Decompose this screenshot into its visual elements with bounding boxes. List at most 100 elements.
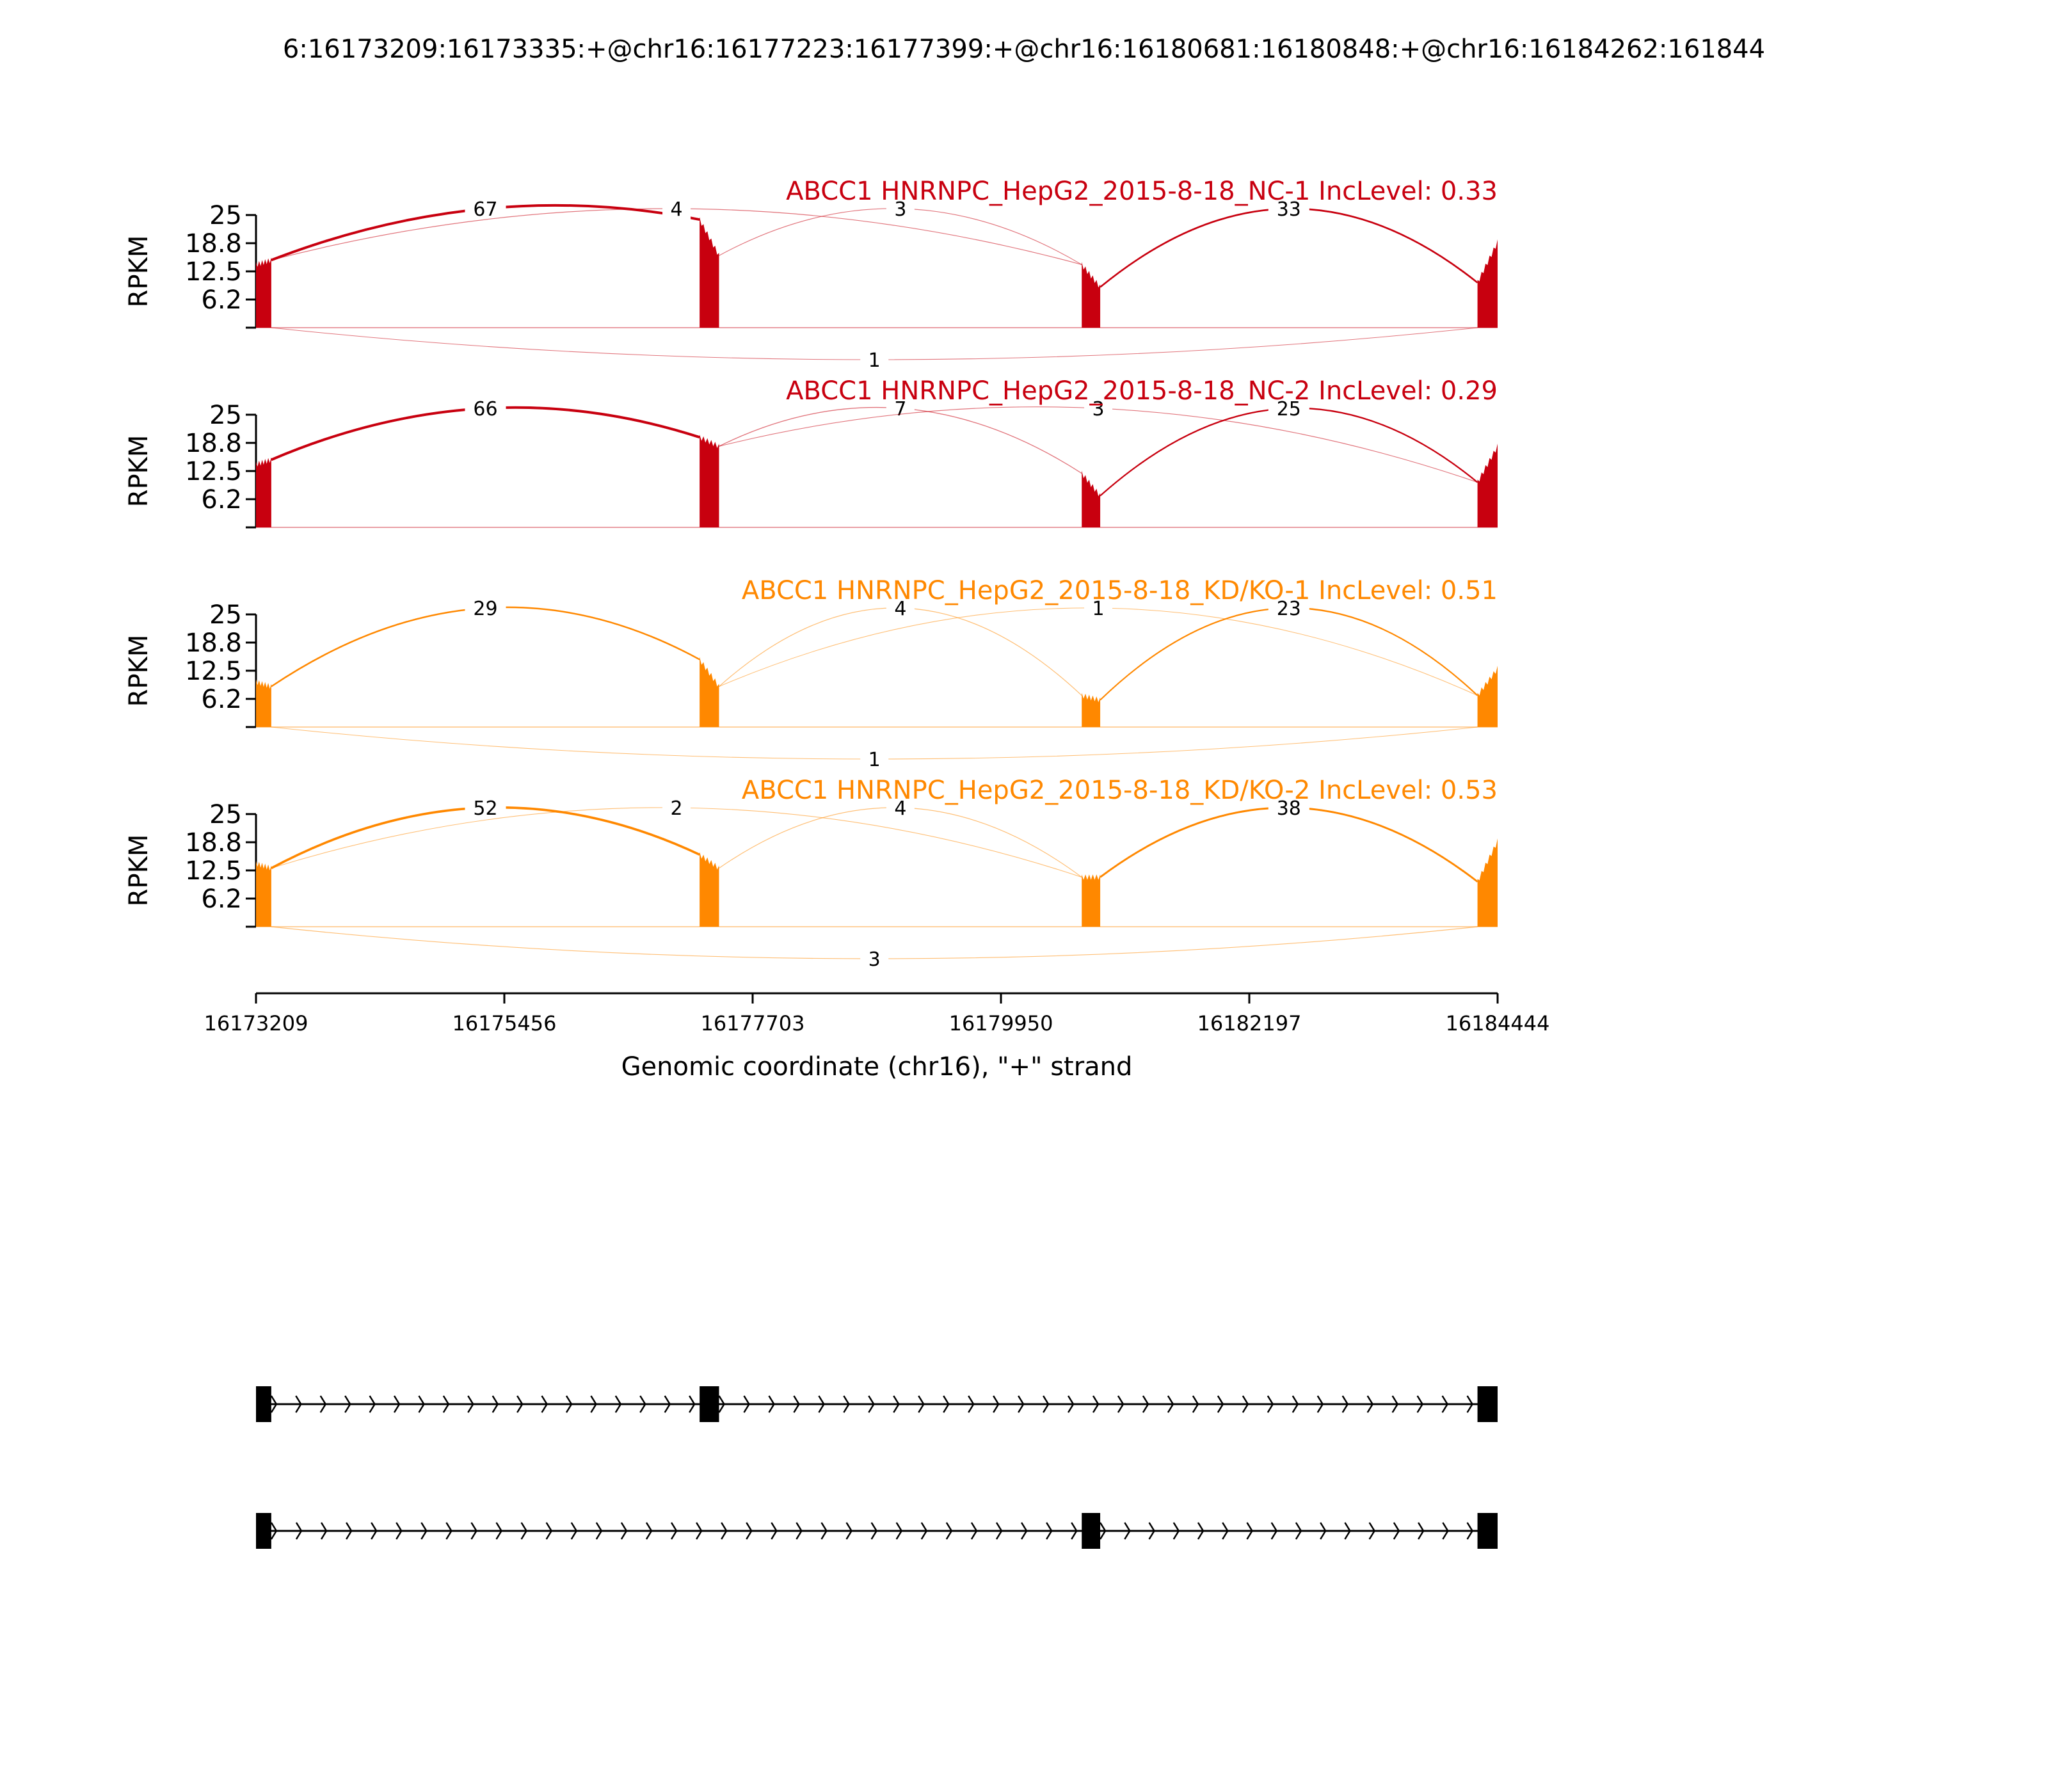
junction-count: 29 <box>473 598 497 620</box>
strand-arrow <box>995 1522 1003 1540</box>
strand-arrow <box>270 1395 278 1413</box>
junction-label-bg <box>465 594 506 620</box>
isoform-2 <box>256 1513 1498 1549</box>
junction-count: 4 <box>894 797 906 820</box>
exon-coverage <box>700 435 719 527</box>
strand-arrow <box>1267 1395 1274 1413</box>
strand-arrow <box>1242 1395 1249 1413</box>
junction-count: 4 <box>894 598 906 620</box>
strand-arrow <box>320 1522 328 1540</box>
strand-arrow <box>295 1395 302 1413</box>
junction-label-bg <box>465 195 506 220</box>
strand-arrow <box>645 1522 653 1540</box>
junction-label-bg <box>1268 195 1309 220</box>
strand-arrow <box>520 1522 528 1540</box>
strand-arrow <box>1441 1395 1449 1413</box>
junction-label-bg <box>465 394 506 420</box>
junction-label-bg <box>886 794 915 819</box>
strand-arrow <box>590 1395 597 1413</box>
y-tick-label: 12.5 <box>185 856 242 886</box>
strand-arrow <box>820 1522 828 1540</box>
y-tick-label: 25 <box>209 600 242 630</box>
strand-arrow <box>793 1395 800 1413</box>
junction-count: 23 <box>1277 598 1301 620</box>
strand-arrow <box>670 1522 678 1540</box>
y-axis-label: RPKM <box>124 236 154 308</box>
isoform-1 <box>256 1386 1498 1422</box>
exon-coverage <box>1477 666 1498 727</box>
strand-arrow <box>1217 1395 1224 1413</box>
exon-coverage <box>256 679 271 727</box>
strand-arrow <box>1295 1522 1302 1540</box>
junction-count: 7 <box>894 398 906 420</box>
strand-arrow <box>870 1522 878 1540</box>
junction-count: 52 <box>473 797 497 820</box>
exon-coverage <box>1477 838 1498 927</box>
strand-arrow <box>295 1522 303 1540</box>
strand-arrow <box>1148 1522 1155 1540</box>
strand-arrow <box>545 1522 553 1540</box>
junction-label-bg <box>886 394 915 420</box>
strand-arrow <box>1416 1395 1424 1413</box>
strand-arrow <box>1320 1522 1327 1540</box>
strand-arrow <box>470 1522 477 1540</box>
strand-arrow <box>993 1395 1000 1413</box>
strand-arrow <box>396 1522 403 1540</box>
strand-arrow <box>369 1395 376 1413</box>
junction-count: 25 <box>1277 398 1301 420</box>
isoform-exon <box>256 1386 271 1422</box>
strand-arrow <box>1442 1522 1449 1540</box>
strand-arrow <box>768 1395 775 1413</box>
junction-label-bg <box>662 794 691 819</box>
junction-count: 3 <box>894 198 906 221</box>
x-tick-label: 16182197 <box>1197 1011 1302 1036</box>
strand-arrow <box>492 1395 499 1413</box>
strand-arrow <box>1124 1522 1131 1540</box>
strand-arrow <box>442 1395 450 1413</box>
junction-count: 1 <box>1092 598 1104 620</box>
strand-arrow <box>1270 1522 1278 1540</box>
strand-arrow <box>1391 1395 1399 1413</box>
strand-arrow <box>743 1395 750 1413</box>
strand-arrow <box>1068 1395 1075 1413</box>
exon-coverage <box>700 216 719 328</box>
x-tick-label: 16175456 <box>452 1011 557 1036</box>
exon-coverage <box>1082 262 1101 328</box>
strand-arrow <box>418 1395 425 1413</box>
y-tick-label: 25 <box>209 800 242 829</box>
strand-arrow <box>467 1395 474 1413</box>
strand-arrow <box>1046 1522 1053 1540</box>
y-tick-label: 18.8 <box>185 229 242 259</box>
isoform-exon <box>700 1386 719 1422</box>
exon-coverage <box>1082 692 1101 727</box>
junction-arc <box>719 607 1082 696</box>
strand-arrow <box>1292 1395 1299 1413</box>
strand-arrow <box>1344 1522 1351 1540</box>
strand-arrow <box>495 1522 503 1540</box>
strand-arrow <box>1192 1395 1199 1413</box>
y-axis-label: RPKM <box>124 635 154 707</box>
strand-arrow <box>1393 1522 1400 1540</box>
exon-coverage <box>256 861 271 927</box>
junction-label-bg <box>1268 394 1309 420</box>
strand-arrow <box>1366 1395 1374 1413</box>
strand-arrow <box>420 1522 428 1540</box>
strand-arrow <box>595 1522 603 1540</box>
x-tick-label: 16184444 <box>1446 1011 1550 1036</box>
x-axis: 16173209 16175456 16177703 16179950 16182197… <box>204 992 1550 1036</box>
y-axis-label: RPKM <box>124 835 154 907</box>
junction-label-bg <box>886 594 915 620</box>
strand-arrow <box>393 1395 401 1413</box>
y-tick-label: 12.5 <box>185 657 242 686</box>
strand-arrow <box>1466 1395 1474 1413</box>
isoform-structures <box>256 1386 1498 1549</box>
strand-arrow <box>344 1395 351 1413</box>
strand-arrow <box>1167 1395 1174 1413</box>
strand-arrow <box>1418 1522 1425 1540</box>
strand-arrow <box>516 1395 524 1413</box>
strand-arrow <box>771 1522 778 1540</box>
